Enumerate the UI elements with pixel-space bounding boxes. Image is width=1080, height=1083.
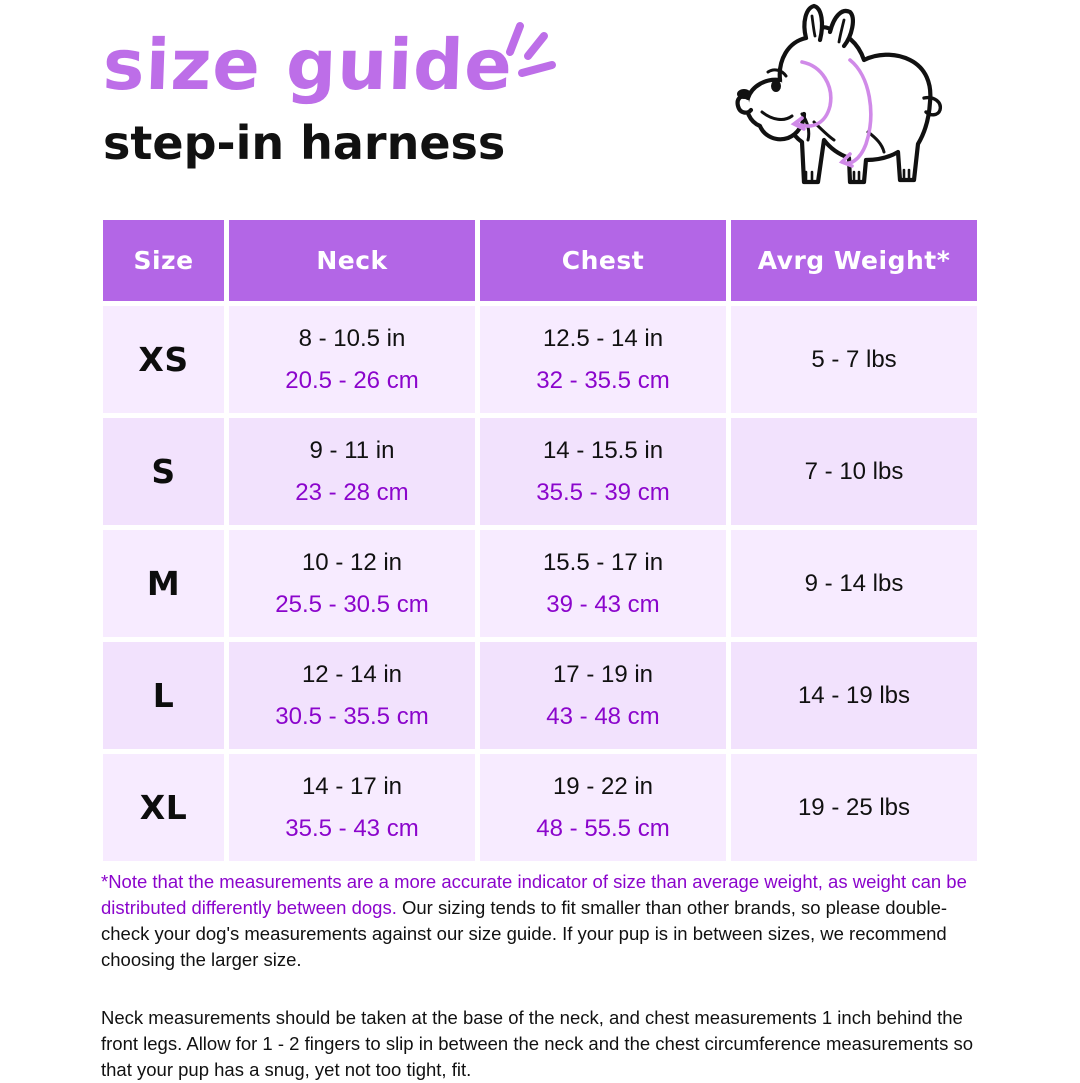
cell-size: L [103,642,224,749]
cell-weight: 9 - 14 lbs [731,530,977,637]
size-label: XL [139,788,188,827]
weight-value: 7 - 10 lbs [804,457,904,485]
sparkle-icon [506,22,556,77]
column-header-neck: Neck [229,220,475,301]
note-paragraph-2: Neck measurements should be taken at the… [101,1007,973,1080]
table-header-row: Size Neck Chest Avrg Weight* [103,220,977,301]
size-label: M [146,564,181,603]
note-1-body: Our sizing tends to fit smaller than oth… [101,897,948,970]
size-guide-table: Size Neck Chest Avrg Weight* XS 8 - 10.5… [103,220,977,861]
chest-cm: 32 - 35.5 cm [536,366,670,394]
cell-chest: 12.5 - 14 in 32 - 35.5 cm [480,306,726,413]
page-title: size guide [101,24,515,106]
cell-weight: 5 - 7 lbs [731,306,977,413]
chest-measure-loop [840,58,873,165]
neck-cm: 20.5 - 26 cm [285,366,419,394]
cell-neck: 9 - 11 in 23 - 28 cm [229,418,475,525]
cell-neck: 14 - 17 in 35.5 - 43 cm [229,754,475,861]
cell-size: M [103,530,224,637]
cell-weight: 14 - 19 lbs [731,642,977,749]
cell-chest: 19 - 22 in 48 - 55.5 cm [480,754,726,861]
table-row: S 9 - 11 in 23 - 28 cm 14 - 15.5 in 35.5… [103,418,977,525]
neck-measure-loop [796,60,833,128]
note-paragraph-1: *Note that the measurements are a more a… [101,869,981,973]
neck-cm: 35.5 - 43 cm [285,814,419,842]
cell-size: XS [103,306,224,413]
cell-neck: 12 - 14 in 30.5 - 35.5 cm [229,642,475,749]
weight-value: 19 - 25 lbs [797,793,911,821]
chest-inches: 15.5 - 17 in [542,549,664,577]
chest-inches: 19 - 22 in [552,773,654,801]
table-row: M 10 - 12 in 25.5 - 30.5 cm 15.5 - 17 in… [103,530,977,637]
cell-neck: 8 - 10.5 in 20.5 - 26 cm [229,306,475,413]
cell-weight: 19 - 25 lbs [731,754,977,861]
size-label: L [152,676,175,715]
neck-cm: 25.5 - 30.5 cm [275,590,429,618]
cell-weight: 7 - 10 lbs [731,418,977,525]
chest-cm: 43 - 48 cm [546,702,660,730]
table-row: L 12 - 14 in 30.5 - 35.5 cm 17 - 19 in 4… [103,642,977,749]
cell-chest: 15.5 - 17 in 39 - 43 cm [480,530,726,637]
neck-inches: 10 - 12 in [301,549,403,577]
cell-chest: 17 - 19 in 43 - 48 cm [480,642,726,749]
column-header-avrg-weight: Avrg Weight* [731,220,977,301]
chest-inches: 14 - 15.5 in [542,437,664,465]
size-label: S [151,452,176,491]
weight-value: 14 - 19 lbs [797,681,911,709]
note-1-highlight: *Note that the measurements are a more a… [101,871,967,918]
neck-inches: 14 - 17 in [301,773,403,801]
french-bulldog-measurement-illustration [735,3,942,185]
chest-cm: 48 - 55.5 cm [536,814,670,842]
chest-cm: 39 - 43 cm [546,590,660,618]
neck-inches: 12 - 14 in [301,661,403,689]
cell-size: S [103,418,224,525]
size-label: XS [138,340,189,379]
column-header-chest: Chest [480,220,726,301]
page-header: size guide step-in harness [0,0,1080,218]
notes-section: *Note that the measurements are a more a… [101,869,981,1083]
weight-value: 9 - 14 lbs [804,569,904,597]
chest-cm: 35.5 - 39 cm [536,478,670,506]
column-header-size: Size [103,220,224,301]
neck-cm: 23 - 28 cm [295,478,409,506]
cell-neck: 10 - 12 in 25.5 - 30.5 cm [229,530,475,637]
page-subtitle: step-in harness [103,116,506,170]
neck-inches: 9 - 11 in [309,437,395,465]
neck-inches: 8 - 10.5 in [298,325,406,353]
title-block: size guide step-in harness [101,24,515,170]
chest-inches: 12.5 - 14 in [542,325,664,353]
cell-size: XL [103,754,224,861]
cell-chest: 14 - 15.5 in 35.5 - 39 cm [480,418,726,525]
table-row: XS 8 - 10.5 in 20.5 - 26 cm 12.5 - 14 in… [103,306,977,413]
weight-value: 5 - 7 lbs [811,345,897,373]
chest-inches: 17 - 19 in [552,661,654,689]
table-row: XL 14 - 17 in 35.5 - 43 cm 19 - 22 in 48… [103,754,977,861]
neck-cm: 30.5 - 35.5 cm [275,702,429,730]
